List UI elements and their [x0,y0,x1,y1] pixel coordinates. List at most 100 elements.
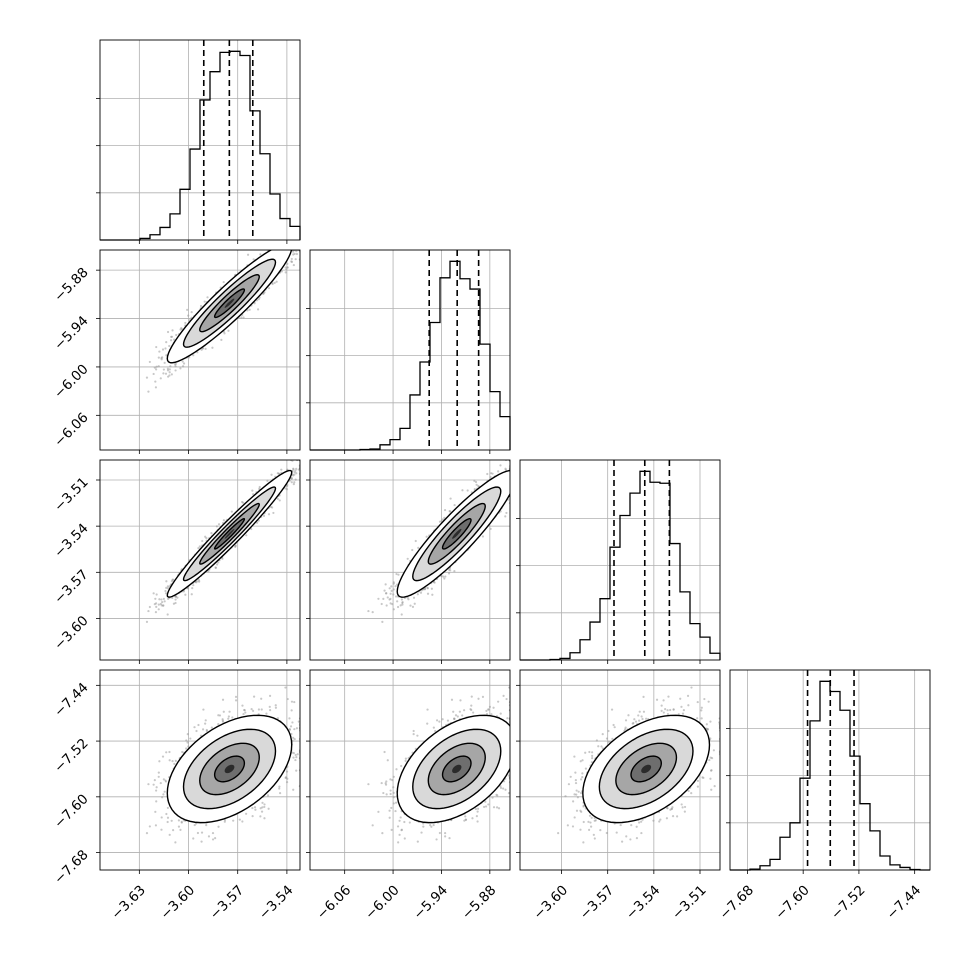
sample-point [260,697,263,700]
sample-point [234,545,237,548]
sample-point [394,585,397,588]
sample-point [453,717,456,720]
sample-point [579,809,582,812]
sample-point [168,833,171,836]
sample-point [223,820,226,823]
histogram-1 [310,260,511,451]
sample-point [180,820,183,823]
sample-point [241,704,244,707]
sample-point [394,809,397,813]
sample-point [388,587,391,590]
sample-point [384,783,388,786]
sample-point [499,712,502,715]
sample-point [567,783,571,786]
sample-point [290,260,293,263]
sample-point [252,258,255,261]
sample-point [411,605,415,608]
sample-point [171,760,174,763]
sample-point [566,824,569,827]
sample-point [169,365,172,368]
sample-point [574,771,577,774]
sample-point [263,817,266,820]
sample-point [502,787,505,790]
sample-point [371,611,374,614]
sample-point [165,341,168,344]
sample-point [292,250,295,253]
sample-point [154,380,157,383]
x-tick-label: −3.57 [207,882,248,923]
sample-point [506,717,509,720]
sample-point [426,722,429,725]
sample-point [168,368,171,371]
sample-point [416,734,419,737]
sample-point [284,266,287,269]
sample-point [632,721,635,725]
sample-point [203,300,206,303]
sample-point [476,807,480,810]
sample-point [422,825,425,828]
sample-point [627,714,630,717]
sample-point [605,831,608,835]
sample-point [164,372,168,375]
sample-point [157,608,160,611]
sample-point [429,823,432,827]
sample-point [165,586,168,589]
sample-point [571,825,575,828]
sample-point [166,816,170,819]
sample-point [473,479,476,482]
sample-point [476,810,479,813]
sample-point [158,350,161,353]
sample-point [177,819,181,822]
sample-point [666,807,669,810]
sample-point [423,588,426,591]
sample-point [152,372,155,376]
y-tick-label: −3.51 [51,474,92,515]
sample-point [481,695,485,698]
sample-point [154,386,158,389]
sample-point [285,268,288,271]
sample-point [263,803,266,806]
sample-point [398,819,401,822]
sample-point [217,523,221,526]
sample-point [221,718,224,721]
sample-point [294,758,297,762]
sample-point [670,807,673,811]
sample-point [152,783,155,786]
sample-point [284,776,287,780]
sample-point [211,831,215,835]
panel-frame [309,669,511,871]
sample-point [624,726,627,729]
panel-frame [309,459,511,661]
sample-point [215,525,218,528]
sample-point [407,598,410,601]
sample-point [652,819,655,822]
panel-frame [99,459,301,661]
sample-point [634,720,638,723]
sample-point [182,362,186,365]
sample-point [174,362,178,366]
sample-point [399,604,402,607]
sample-point [211,346,214,349]
sample-point [192,837,195,840]
sample-point [709,720,712,723]
sample-point [204,722,207,725]
sample-point [173,762,176,765]
sample-point [252,695,256,698]
sample-point [388,816,391,819]
sample-point [666,712,670,716]
sample-point [390,828,393,832]
sample-point [220,338,223,341]
sample-point [260,708,263,711]
sample-point [502,694,505,697]
sample-point [400,764,403,768]
sample-point [200,348,203,351]
sample-point [504,788,507,791]
sample-point [450,698,454,701]
sample-point [700,717,703,720]
sample-point [273,281,276,285]
sample-point [280,468,283,471]
sample-point [593,837,596,840]
sample-point [574,779,577,782]
sample-point [145,376,149,379]
sample-point [588,828,591,832]
